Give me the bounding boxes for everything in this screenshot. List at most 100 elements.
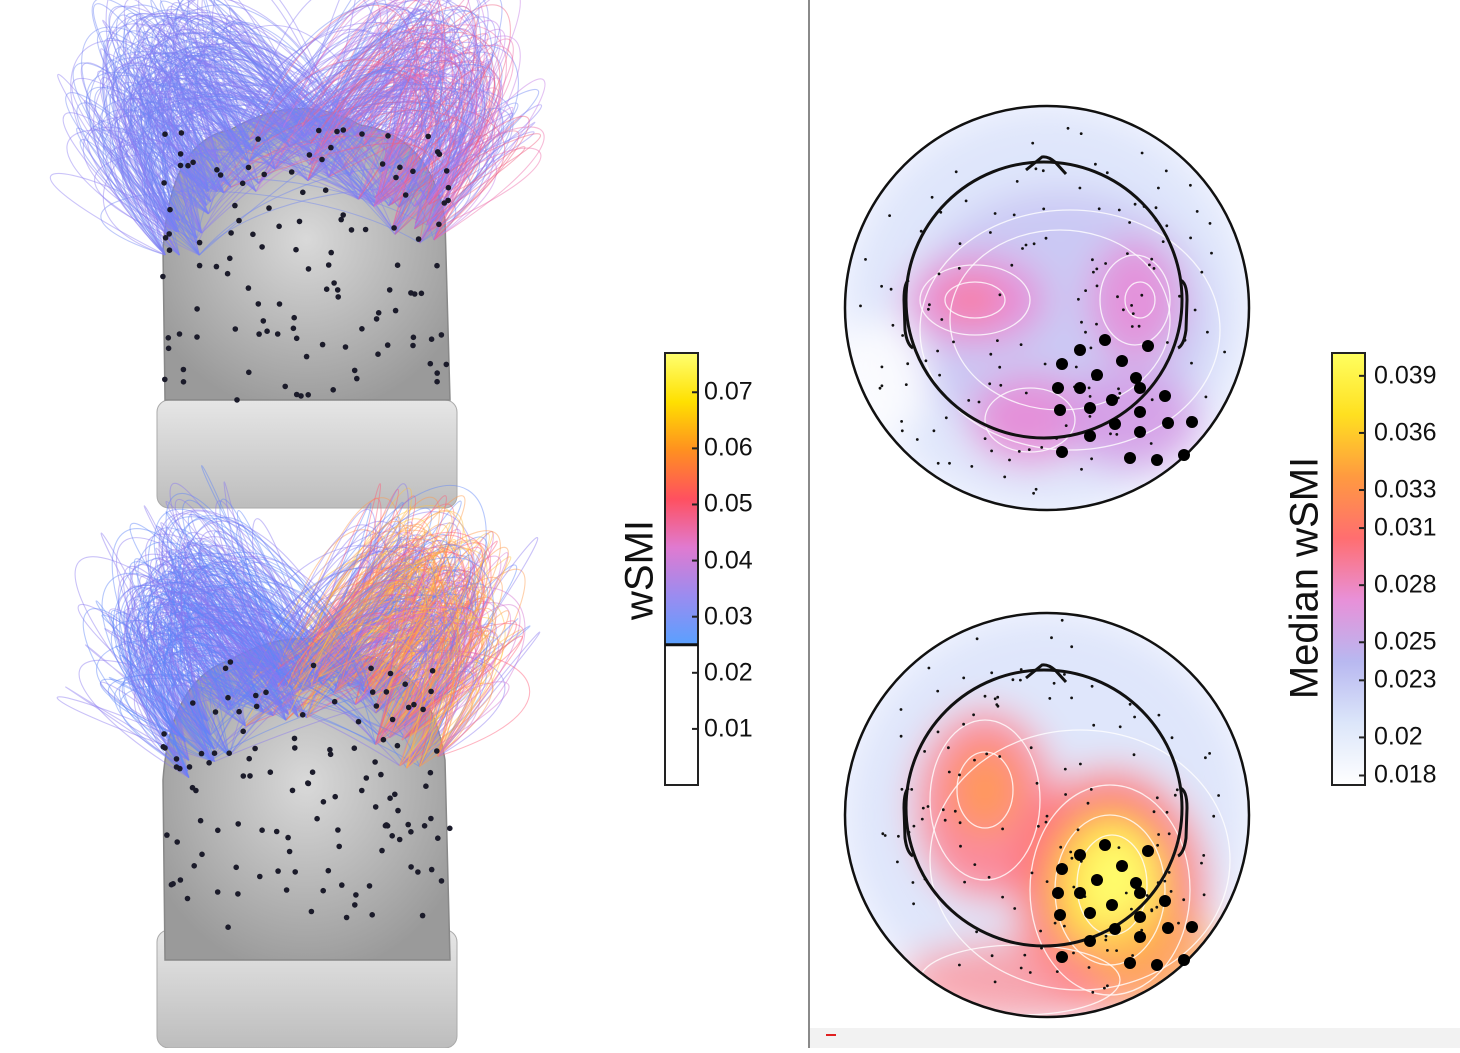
connectivity-arc: [228, 662, 475, 739]
contour-line: [919, 264, 1031, 336]
sensor-point: [190, 700, 196, 706]
electrode-dot: [1090, 457, 1093, 461]
connectivity-arc: [320, 38, 406, 172]
connectivity-arc: [308, 0, 446, 243]
significant-electrode: [1134, 406, 1146, 418]
connectivity-arc: [125, 83, 327, 194]
connectivity-arc: [139, 28, 305, 232]
connectivity-arc: [312, 0, 377, 158]
connectivity-arc: [354, 532, 490, 712]
electrode-dot: [1091, 990, 1095, 994]
connectivity-arc: [306, 523, 426, 718]
electrode-dot: [1133, 202, 1137, 206]
connectivity-arc: [277, 524, 397, 735]
connectivity-arc: [252, 618, 448, 738]
connectivity-arc: [375, 126, 545, 241]
connectivity-arc: [297, 561, 404, 718]
sensor-point: [394, 742, 401, 749]
connectivity-arc: [281, 635, 474, 757]
connectivity-arc: [301, 66, 391, 132]
connectivity-arc: [183, 110, 260, 188]
connectivity-arc: [163, 651, 408, 769]
wsmi-colorbar-ticks: [692, 391, 698, 730]
connectivity-arc: [291, 615, 435, 694]
connectivity-arc: [307, 581, 427, 698]
connectivity-arc: [188, 603, 299, 718]
connectivity-arc: [240, 595, 338, 713]
connectivity-arc: [174, 585, 335, 762]
connectivity-arc: [201, 55, 447, 234]
electrode-dot: [993, 212, 997, 215]
significant-electrode: [1116, 860, 1128, 872]
connectivity-arc: [186, 613, 294, 715]
connectivity-arc: [98, 98, 260, 222]
connectivity-arc: [380, 97, 476, 207]
connectivity-arc: [375, 629, 522, 745]
median-wsmi-colorbar-label: Median wSMI: [1282, 456, 1327, 700]
connectivity-arc: [306, 536, 407, 718]
connectivity-arc: [209, 546, 308, 719]
connectivity-arc: [157, 31, 382, 256]
connectivity-arc: [277, 582, 455, 757]
connectivity-arc: [277, 631, 426, 769]
sensor-point: [255, 136, 261, 142]
connectivity-arc: [180, 551, 365, 757]
sensor-point: [427, 360, 434, 367]
connectivity-arc: [313, 541, 456, 735]
electrode-dot: [963, 880, 966, 884]
connectivity-arc: [355, 53, 479, 241]
connectivity-arc: [166, 5, 310, 166]
connectivity-arc: [328, 0, 440, 177]
sensor-point: [252, 745, 258, 752]
connectivity-arc: [122, 109, 259, 239]
connectivity-arc: [151, 16, 351, 188]
connectivity-arc: [166, 624, 293, 750]
connectivity-arc: [398, 115, 522, 244]
wsmi-colorbar-gradient: [664, 352, 699, 786]
connectivity-arc: [131, 553, 312, 762]
connectivity-arc: [364, 94, 438, 207]
connectivity-arc: [389, 681, 510, 767]
connectivity-arc: [214, 609, 308, 719]
connectivity-arc: [314, 544, 457, 769]
connectivity-arc: [119, 109, 253, 234]
connectivity-arc: [123, 610, 213, 762]
connectivity-arc: [308, 6, 454, 226]
sensor-point: [438, 878, 445, 884]
connectivity-arc: [231, 57, 408, 198]
connectivity-arc: [285, 603, 378, 721]
connectivity-arc: [88, 51, 276, 256]
connectivity-arc: [157, 525, 316, 681]
connectivity-arc: [313, 605, 430, 667]
connectivity-arc: [112, 61, 219, 233]
head-outline-bottom: [902, 663, 1189, 948]
connectivity-arc: [391, 140, 484, 207]
connectivity-arc: [140, 634, 296, 716]
electrode-dot: [1142, 205, 1146, 208]
electrode-dot: [899, 734, 903, 738]
connectivity-arc: [138, 0, 303, 164]
connectivity-arc: [133, 17, 332, 194]
electrode-dot: [1128, 221, 1131, 224]
significant-electrode: [1106, 899, 1118, 911]
connectivity-arc: [100, 532, 212, 736]
significant-electrode: [1134, 911, 1146, 923]
connectivity-arc: [229, 19, 330, 177]
electrode-dot: [1157, 833, 1160, 836]
electrode-dot: [959, 844, 962, 848]
sensor-point: [428, 866, 435, 873]
connectivity-arc: [134, 46, 203, 237]
connectivity-arc: [123, 595, 301, 743]
connectivity-arc: [170, 2, 332, 164]
connectivity-arc: [105, 15, 327, 233]
electrode-dot: [906, 362, 910, 366]
connectivity-arc: [130, 32, 365, 233]
connectivity-arc: [310, 58, 412, 169]
connectivity-arc: [310, 561, 375, 686]
connectivity-arc: [101, 572, 299, 761]
connectivity-arc: [363, 622, 524, 718]
electrode-dot: [1024, 243, 1028, 247]
connectivity-arc: [299, 520, 410, 691]
electrode-dot: [990, 954, 994, 958]
connectivity-arc: [155, 125, 257, 192]
